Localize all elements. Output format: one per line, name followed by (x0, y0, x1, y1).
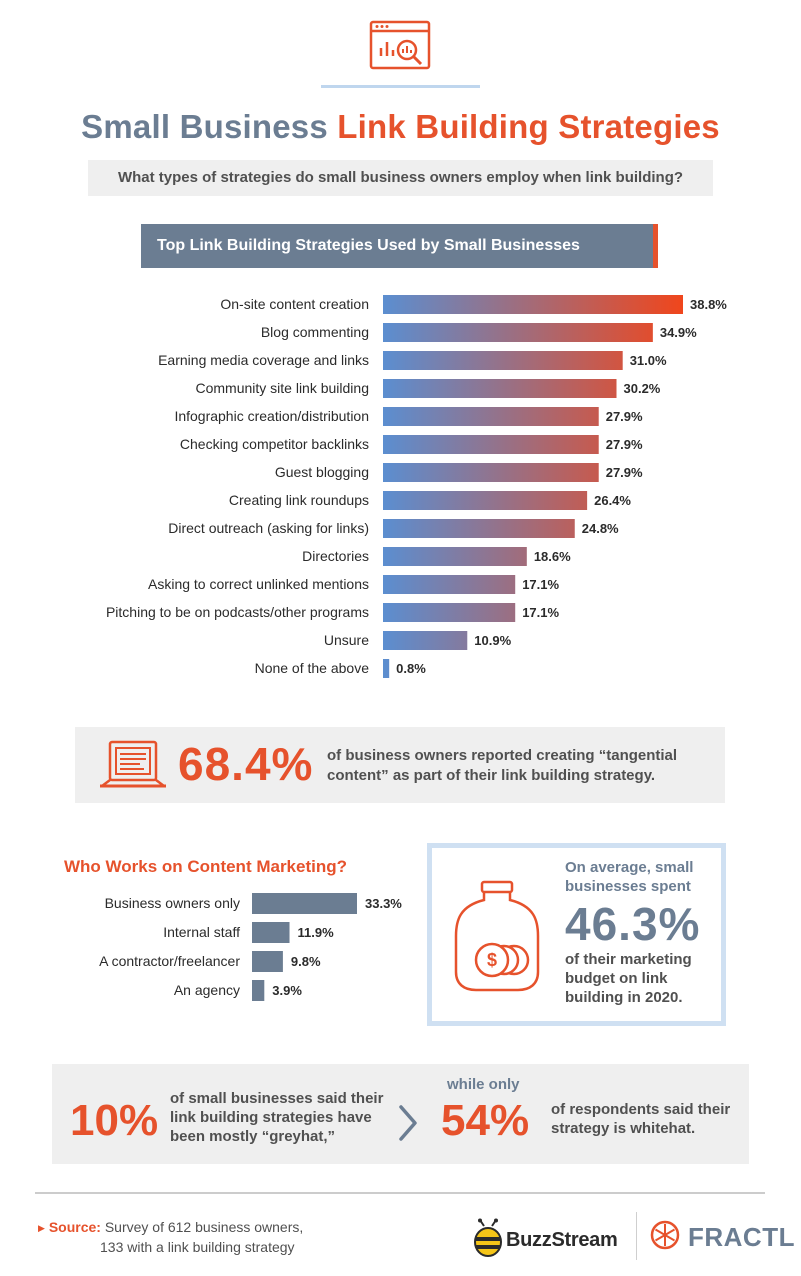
chart-banner: Top Link Building Strategies Used by Sma… (141, 224, 658, 268)
value-label: 0.8% (396, 661, 426, 676)
source-line-1: Survey of 612 business owners, (104, 1219, 304, 1235)
whitehat-text: of respondents said their strategy is wh… (551, 1101, 731, 1137)
who-category-label: Internal staff (163, 924, 240, 940)
whitehat-percent: 54% (441, 1096, 530, 1145)
strategy-bar (383, 379, 617, 398)
title-divider (321, 85, 480, 88)
strategy-bar (383, 351, 623, 370)
strategy-bar (383, 659, 390, 678)
strategy-bar (383, 575, 516, 594)
category-label: Pitching to be on podcasts/other program… (106, 604, 369, 620)
value-label: 27.9% (606, 409, 643, 424)
who-value-label: 11.9% (298, 925, 335, 940)
greyhat-percent: 10% (70, 1096, 159, 1145)
category-label: On-site content creation (220, 296, 369, 312)
title-part-1: Small Business (81, 108, 328, 145)
whitehat-connector: while only (447, 1076, 520, 1093)
who-bar (252, 951, 283, 972)
who-chart-title: Who Works on Content Marketing? (64, 857, 348, 876)
category-label: Creating link roundups (229, 492, 369, 508)
who-value-label: 3.9% (272, 983, 302, 998)
value-label: 27.9% (606, 465, 643, 480)
value-label: 34.9% (660, 325, 697, 340)
subtitle: What types of strategies do small busine… (88, 160, 713, 196)
tangential-percent: 68.4% (178, 738, 314, 790)
strategy-bar (383, 323, 653, 342)
category-label: Directories (302, 548, 369, 564)
strategy-bar (383, 435, 599, 454)
snowflake-icon (650, 1220, 680, 1250)
strategies-chart-svg: On-site content creation 38.8% Blog commen… (106, 295, 727, 678)
footer-divider (35, 1192, 765, 1194)
who-category-label: An agency (174, 982, 240, 998)
greyhat-text: of small businesses said their link buil… (170, 1090, 384, 1145)
who-chart-svg: Business owners only 33.3% Internal staff 1… (99, 893, 402, 1001)
category-label: Direct outreach (asking for links) (168, 520, 369, 536)
category-label: Unsure (324, 632, 369, 648)
who-value-label: 9.8% (291, 954, 321, 969)
source-label: Source: (48, 1219, 101, 1235)
who-value-label: 33.3% (365, 896, 402, 911)
value-label: 30.2% (624, 381, 661, 396)
source-line-2: 133 with a link building strategy (100, 1238, 295, 1255)
category-label: Earning media coverage and links (158, 352, 369, 368)
chevron-right-icon (399, 1105, 417, 1141)
category-label: Infographic creation/distribution (174, 408, 369, 424)
budget-percent: 46.3% (565, 898, 701, 950)
category-label: Asking to correct unlinked mentions (148, 576, 369, 592)
budget-spend-box (427, 843, 726, 1026)
hat-comparison-box (52, 1064, 749, 1164)
budget-pre-text: On average, small businesses spent (565, 859, 694, 895)
category-label: None of the above (255, 660, 370, 676)
source-arrow-icon: ▶ (38, 1222, 45, 1233)
budget-post-text: of their marketing budget on link buildi… (565, 951, 692, 1006)
svg-text:$: $ (487, 950, 497, 970)
strategy-bar (383, 631, 468, 650)
strategy-bar (383, 407, 599, 426)
tangential-text: of business owners reported creating “ta… (327, 747, 678, 784)
browser-analytics-icon (369, 20, 431, 70)
category-label: Blog commenting (261, 324, 369, 340)
who-bar (252, 922, 290, 943)
buzzstream-logo-text: BuzzStream (506, 1229, 618, 1251)
fractl-logo-text: FRACTL (688, 1222, 795, 1252)
value-label: 31.0% (630, 353, 667, 368)
strategy-bar (383, 491, 588, 510)
category-label: Guest blogging (275, 464, 369, 480)
value-label: 27.9% (606, 437, 643, 452)
strategies-chart: On-site content creation 38.8% Blog commen… (0, 290, 801, 690)
value-label: 10.9% (474, 633, 511, 648)
value-label: 38.8% (690, 297, 727, 312)
who-bar (252, 893, 357, 914)
laptop-content-icon (100, 740, 166, 788)
who-chart: Business owners only 33.3% Internal staff 1… (0, 885, 420, 1010)
strategy-bar (383, 547, 527, 566)
page-title: Small Business Link Building Strategies (0, 108, 801, 146)
who-bar (252, 980, 265, 1001)
title-part-2: Link Building Strategies (337, 108, 720, 145)
value-label: 18.6% (534, 549, 571, 564)
money-jar-icon: $ (454, 880, 540, 992)
source-note: ▶ Source: Survey of 612 business owners,… (38, 1218, 303, 1257)
strategy-bar (383, 295, 683, 314)
value-label: 24.8% (582, 521, 619, 536)
strategy-bar (383, 603, 516, 622)
strategy-bar (383, 463, 599, 482)
value-label: 17.1% (522, 605, 559, 620)
who-category-label: Business owners only (105, 895, 240, 911)
value-label: 17.1% (522, 577, 559, 592)
tangential-stat-box (75, 727, 725, 803)
logo-divider (636, 1212, 637, 1260)
strategy-bar (383, 519, 575, 538)
who-category-label: A contractor/freelancer (99, 953, 240, 969)
value-label: 26.4% (594, 493, 631, 508)
category-label: Community site link building (195, 380, 369, 396)
category-label: Checking competitor backlinks (180, 436, 369, 452)
bee-icon (474, 1218, 502, 1257)
